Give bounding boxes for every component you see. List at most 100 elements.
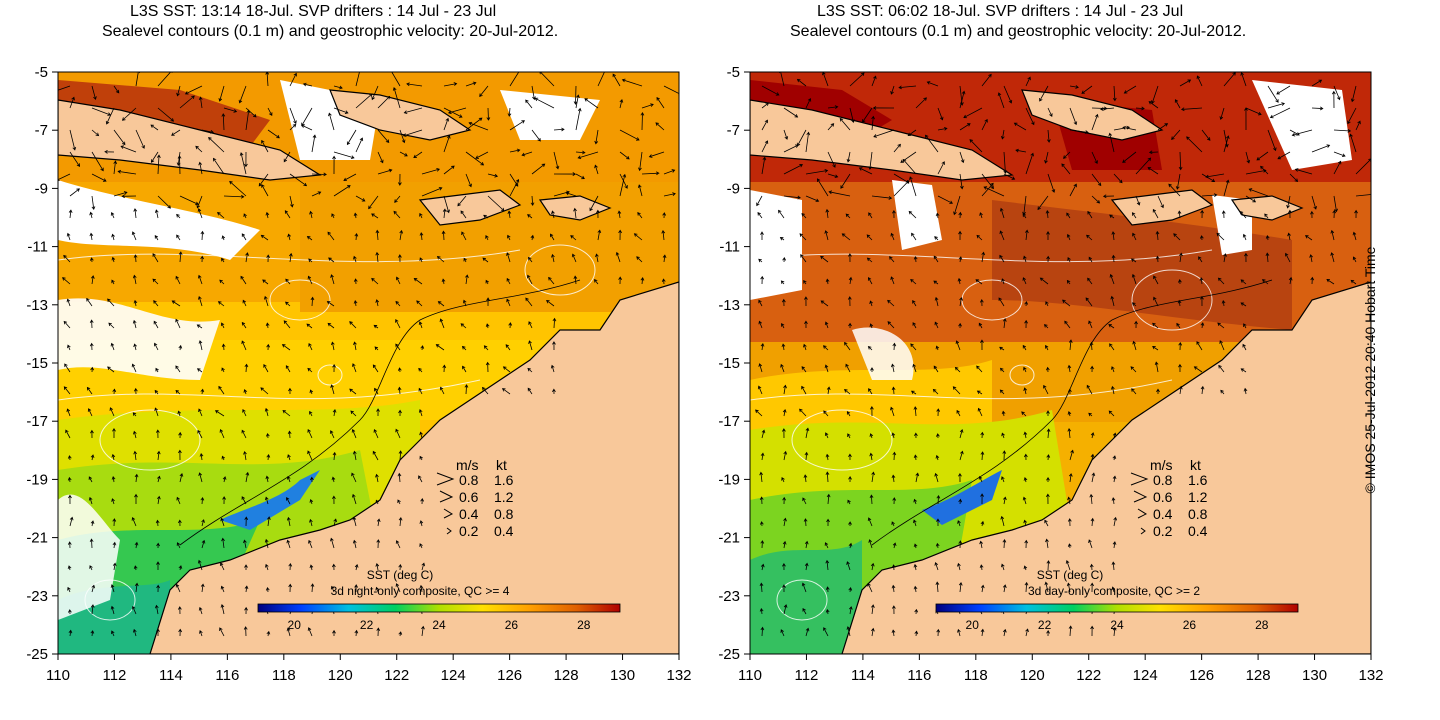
velocity-arrow	[866, 257, 873, 263]
velocity-arrow	[179, 473, 184, 483]
velocity-arrow	[131, 363, 137, 373]
velocity-arrow	[840, 173, 851, 189]
velocity-arrow	[374, 346, 379, 351]
velocity-arrow	[131, 231, 137, 241]
velocity-arrow	[782, 428, 786, 439]
velocity-arrow	[178, 251, 183, 263]
colorbar-gradient	[257, 603, 621, 613]
map-title-line1: L3S SST: 13:14 18-Jul. SVP drifters : 14…	[130, 3, 497, 20]
velocity-arrow	[936, 518, 940, 527]
colorbar-title: SST (deg C)	[1037, 568, 1103, 582]
velocity-arrow	[1113, 516, 1118, 527]
velocity-arrow	[265, 211, 270, 219]
velocity-arrow	[91, 195, 96, 210]
colorbar-tick-label: 28	[577, 618, 591, 632]
velocity-arrow	[844, 389, 851, 395]
velocity-arrow	[976, 390, 983, 395]
velocity-arrow	[575, 107, 582, 131]
velocity-arrow	[1130, 258, 1137, 263]
velocity-arrow	[915, 472, 920, 483]
velocity-arrow	[1265, 235, 1270, 241]
velocity-arrow	[395, 583, 401, 593]
velocity-arrow	[937, 161, 945, 175]
velocity-arrow	[301, 124, 313, 131]
velocity-arrow	[443, 82, 458, 87]
velocity-arrow	[801, 212, 807, 219]
velocity-arrow	[195, 145, 203, 153]
velocity-arrow	[1015, 148, 1027, 153]
velocity-arrow	[288, 583, 293, 593]
y-axis-ticks: -5 -7 -9 -11 -13 -15 -17 -19 -21 -23 -25	[718, 64, 750, 663]
velocity-arrow	[1024, 539, 1029, 549]
velocity-arrow	[584, 98, 599, 109]
velocity-arrow	[1090, 582, 1095, 593]
velocity-arrow	[264, 538, 269, 549]
velocity-arrow	[309, 410, 313, 417]
velocity-arrow	[307, 627, 313, 637]
velocity-arrow	[157, 475, 161, 483]
velocity-arrow	[1304, 235, 1313, 241]
velocity-arrow	[892, 342, 897, 351]
velocity-arrow	[419, 584, 424, 593]
velocity-arrow	[1223, 72, 1236, 87]
x-axis-ticks: 110 112 114 116 118 120 122 124 126 128 130 132	[46, 654, 692, 684]
velocity-arrow	[288, 562, 293, 571]
velocity-arrow	[1111, 561, 1116, 571]
velocity-arrow	[398, 516, 403, 527]
velocity-arrow	[1350, 85, 1357, 103]
velocity-arrow	[1021, 411, 1027, 417]
velocity-arrow	[421, 562, 426, 571]
velocity-arrow	[241, 233, 247, 241]
velocity-arrow	[375, 299, 380, 307]
velocity-arrow	[641, 171, 660, 176]
velocity-arrow	[507, 107, 512, 117]
velocity-arrow	[86, 386, 93, 395]
velocity-arrow	[552, 341, 556, 351]
velocity-arrow	[804, 562, 809, 571]
velocity-arrow	[1088, 256, 1093, 263]
velocity-arrow	[327, 231, 335, 241]
velocity-arrow	[1355, 194, 1371, 197]
velocity-arrow	[397, 367, 402, 373]
velocity-arrow	[801, 366, 807, 373]
velocity-arrow	[333, 185, 351, 197]
velocity-arrow	[90, 429, 94, 439]
velocity-arrow	[88, 496, 93, 505]
velocity-arrow	[308, 539, 313, 549]
velocity-arrow	[619, 99, 624, 109]
velocity-arrow	[958, 582, 963, 593]
velocity-arrow	[826, 518, 830, 527]
velocity-arrow	[1023, 519, 1027, 527]
y-tick-label: -21	[26, 530, 48, 547]
velocity-arrow	[154, 604, 159, 615]
velocity-arrow	[618, 276, 623, 285]
x-tick-label: 130	[1302, 667, 1327, 684]
velocity-arrow	[1179, 79, 1192, 87]
velocity-arrow	[421, 186, 443, 197]
velocity-arrow	[213, 157, 225, 175]
velocity-arrow	[823, 627, 829, 637]
velocity-arrow	[998, 297, 1005, 307]
velocity-arrow	[419, 257, 423, 263]
velocity-arrow	[184, 85, 203, 95]
velocity-arrow	[355, 195, 366, 202]
velocity-arrow	[112, 427, 116, 439]
velocity-arrow	[368, 195, 379, 210]
velocity-arrow	[243, 450, 247, 461]
velocity-arrow	[759, 521, 764, 527]
velocity-arrow	[175, 365, 181, 373]
velocity-arrow	[1013, 122, 1027, 131]
velocity-arrow	[133, 565, 138, 571]
velocity-arrow	[107, 366, 115, 373]
velocity-arrow	[176, 542, 181, 549]
velocity-arrow	[283, 151, 291, 163]
velocity-arrow	[134, 473, 139, 483]
velocity-arrow	[1111, 586, 1116, 593]
velocity-arrow	[825, 278, 830, 285]
velocity-arrow	[755, 409, 763, 417]
x-tick-label: 132	[1358, 667, 1383, 684]
x-tick-label: 122	[384, 667, 409, 684]
velocity-arrow	[1152, 208, 1159, 219]
velocity-arrow	[925, 134, 939, 153]
velocity-arrow	[858, 167, 873, 175]
